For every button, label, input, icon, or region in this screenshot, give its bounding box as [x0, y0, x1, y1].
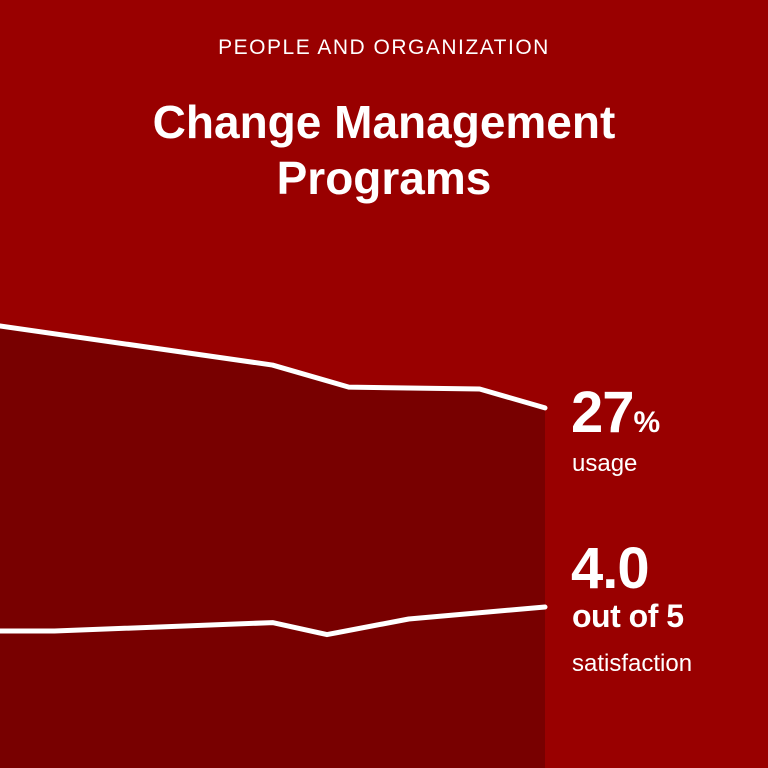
usage-value: 27% [571, 384, 660, 452]
satisfaction-line [0, 604, 548, 638]
satisfaction-value: 4.0 [571, 536, 650, 601]
usage-number: 27 [571, 380, 635, 445]
satisfaction-scale: out of 5 [572, 598, 684, 634]
usage-label: usage [572, 450, 638, 477]
usage-line [0, 323, 548, 411]
title-line-1: Change Management [152, 96, 616, 148]
usage-unit: % [633, 406, 661, 439]
title-line-2: Programs [276, 152, 492, 204]
eyebrow-label: PEOPLE AND ORGANIZATION [218, 36, 550, 59]
satisfaction-label: satisfaction [572, 650, 693, 677]
page-title: Change Management Programs [0, 94, 768, 206]
usage-area [0, 326, 545, 768]
